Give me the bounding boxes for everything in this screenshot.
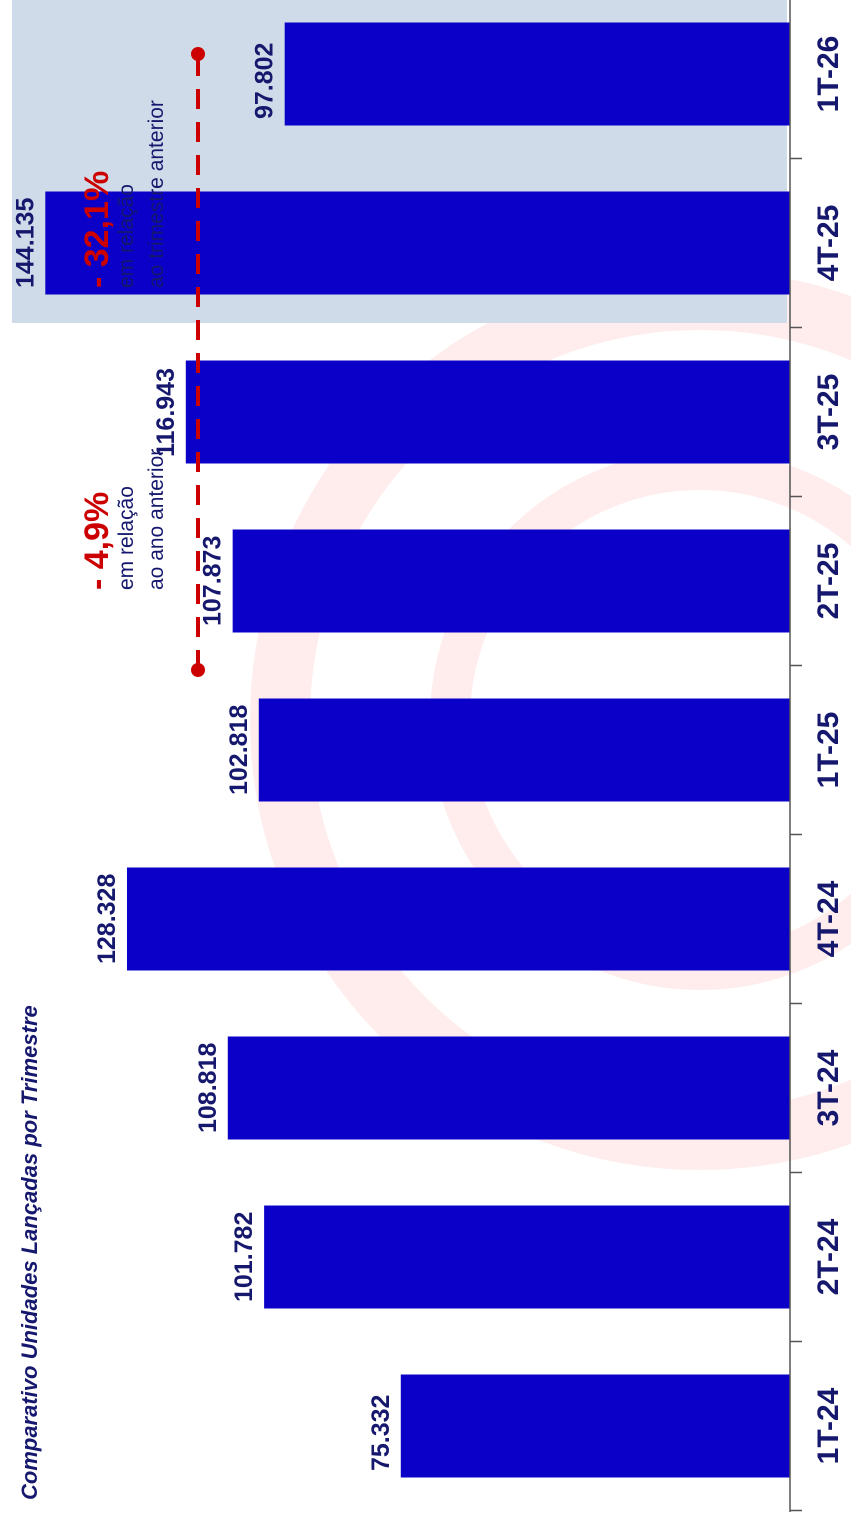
category-label: 2T-25 <box>812 543 845 620</box>
comparison-start-dot <box>191 663 205 677</box>
category-label: 4T-24 <box>812 880 845 957</box>
annotation-quarter-value: - 32,1% <box>78 171 116 288</box>
category-label: 1T-25 <box>812 712 845 789</box>
category-label: 2T-24 <box>812 1218 845 1295</box>
bar <box>227 1036 790 1140</box>
bar <box>185 360 790 464</box>
bar-value-label: 144.135 <box>11 198 39 288</box>
annotation-quarter-line1: em relação <box>115 184 138 288</box>
bar-value-label: 97.802 <box>251 43 279 119</box>
annotation-year-value: - 4,9% <box>78 492 116 590</box>
bar-value-label: 116.943 <box>152 368 180 457</box>
comparison-end-dot <box>191 47 205 61</box>
bar-value-label: 107.873 <box>199 536 227 626</box>
annotation-year-line2: ao ano anterior <box>145 449 168 590</box>
category-label: 1T-26 <box>812 36 845 113</box>
bar <box>264 1205 790 1309</box>
bars-layer: 75.332 101.782 108.818 128.328 102.818 107.87… <box>11 22 791 1478</box>
bar <box>126 867 791 971</box>
axis-layer: 1T-24 2T-24 3T-24 4T-24 1T-25 2T-25 3T-25 4T-25… <box>789 0 845 1512</box>
bar-value-label: 128.328 <box>93 874 121 964</box>
bar <box>45 191 791 295</box>
category-label: 3T-24 <box>812 1049 845 1126</box>
bar <box>284 22 790 126</box>
bar-value-label: 108.818 <box>194 1043 222 1133</box>
bar-value-label: 101.782 <box>230 1212 258 1302</box>
category-label: 4T-25 <box>812 205 845 282</box>
annotation-layer: - 4,9% em relação ao ano anterior- 32,1% em… <box>78 47 205 677</box>
bar <box>258 698 790 802</box>
bar <box>400 1374 790 1478</box>
bar <box>232 529 790 633</box>
annotation-year-line1: em relação <box>115 486 138 590</box>
annotation-quarter-line2: ao trimestre anterior <box>145 100 168 288</box>
chart-title: Comparativo Unidades Lançadas por Trimes… <box>17 1005 42 1500</box>
category-label: 3T-25 <box>812 374 845 451</box>
bar-value-label: 75.332 <box>367 1395 395 1471</box>
bar-value-label: 102.818 <box>225 705 253 795</box>
category-label: 1T-24 <box>812 1387 845 1464</box>
